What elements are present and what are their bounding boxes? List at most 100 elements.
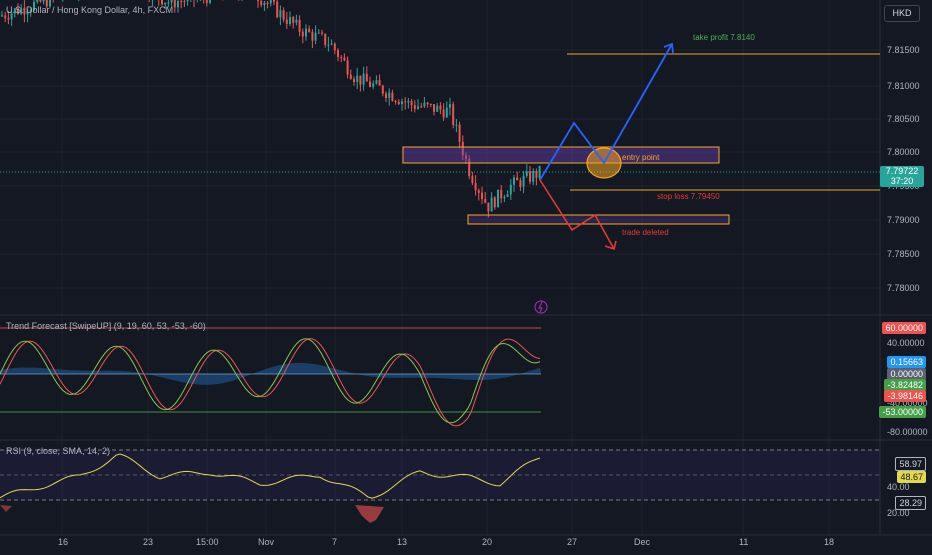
trend-panel-title[interactable]: Trend Forecast [SwipeUP] (9, 19, 60, 53,… (6, 321, 206, 331)
symbol-title[interactable]: U.S. Dollar / Hong Kong Dollar, 4h, FXCM (6, 5, 174, 15)
bearish-projection-arrow[interactable] (539, 179, 615, 250)
candle-body (298, 19, 301, 32)
candle-body (49, 0, 51, 7)
candle-body (436, 105, 439, 112)
candle-body (324, 33, 327, 45)
rsi-upper-tag: 58.97 (895, 457, 926, 471)
candle-body (388, 92, 391, 98)
time-tick: 11 (739, 537, 749, 547)
candle-body (209, 0, 211, 3)
candle-body (426, 102, 429, 104)
candle-body (439, 105, 442, 110)
candle-body (481, 192, 483, 199)
candle-body (29, 10, 32, 13)
candle-body (365, 73, 368, 82)
candle-body (177, 1, 179, 8)
candle-body (465, 155, 467, 159)
rsi-line (0, 453, 541, 499)
time-tick: 16 (58, 537, 69, 547)
candle-body (26, 12, 29, 15)
candle-body (477, 190, 480, 193)
candle-body (17, 8, 19, 14)
candle-body (167, 2, 170, 4)
trend-tick: -40.00000 (887, 398, 928, 408)
time-tick: Nov (258, 537, 275, 547)
candle-body (340, 56, 343, 58)
rsi-panel-title[interactable]: RSI (9, close, SMA, 14, 2) (6, 446, 111, 456)
candle-body (397, 101, 400, 105)
candle-body (378, 80, 381, 86)
support-zone[interactable] (467, 214, 730, 225)
candle-body (535, 171, 538, 178)
current-price-value: 7.79722 (885, 166, 919, 176)
candle-body (33, 1, 35, 11)
candle-body (461, 141, 464, 156)
price-tick: 7.78500 (887, 249, 920, 259)
current-price-tag[interactable]: 7.79722 37:20 (880, 166, 924, 187)
candle-body (407, 100, 410, 103)
candle-body (487, 202, 490, 212)
candle-body (458, 124, 461, 142)
time-tick: 15:00 (196, 537, 219, 547)
candle-body (538, 165, 541, 178)
trend-upper-tag: 60.00000 (882, 322, 926, 334)
candle-body (471, 176, 474, 184)
candle-body (42, 0, 45, 2)
candle-body (522, 175, 525, 187)
candle-body (282, 10, 285, 20)
candle-body (327, 44, 330, 46)
candle-body (301, 31, 304, 37)
trend-tick: -80.00000 (887, 427, 928, 437)
candle-body (186, 0, 189, 2)
entry-zone[interactable] (402, 146, 720, 164)
candle-body (205, 0, 208, 3)
candle-body (266, 2, 269, 4)
candle-body (39, 0, 42, 2)
candle-body (449, 104, 451, 108)
candlestick-series (1, 0, 541, 218)
candle-body (289, 17, 291, 24)
trend-zero-tag: 0.00000 (887, 368, 926, 380)
candle-body (4, 15, 7, 19)
trend-tick: 40.00000 (887, 338, 925, 348)
candle-body (170, 0, 173, 3)
candle-body (372, 83, 375, 87)
candle-body (442, 109, 445, 118)
price-tick: 7.81000 (887, 81, 920, 91)
lightning-icon[interactable] (534, 300, 548, 314)
candle-body (429, 103, 432, 105)
candle-body (183, 1, 186, 3)
trend-signal-tag: -3.98146 (884, 390, 926, 402)
stop-loss-label: stop loss 7.79450 (657, 192, 720, 201)
candle-body (356, 75, 359, 82)
candle-body (490, 197, 493, 212)
candle-body (164, 2, 167, 5)
rsi-lower-tag: 28.29 (895, 496, 926, 510)
take-profit-label: take profit 7.8140 (693, 33, 755, 42)
candle-body (513, 177, 515, 185)
candle-body (317, 32, 320, 34)
entry-point-label: entry point (622, 153, 660, 162)
bullish-projection-arrow[interactable] (539, 43, 673, 181)
candle-body (346, 60, 349, 75)
trend-lower-tag: -53.00000 (879, 406, 926, 418)
currency-button[interactable]: HKD (884, 5, 920, 22)
candle-body (45, 0, 48, 7)
candle-body (493, 197, 496, 208)
candle-body (305, 28, 307, 37)
candle-body (455, 124, 458, 126)
candle-body (500, 189, 503, 199)
candle-body (269, 0, 272, 4)
candle-body (321, 32, 323, 34)
candle-body (285, 19, 288, 24)
candle-body (295, 19, 298, 23)
candle-body (180, 1, 183, 3)
trend-area-tag: 0.15663 (887, 356, 926, 368)
candle-body (359, 75, 362, 85)
rsi-band (0, 450, 880, 500)
candle-body (13, 8, 16, 14)
candle-body (314, 32, 317, 41)
rsi-tick: 40.00 (887, 482, 910, 492)
price-tick: 7.80000 (887, 147, 920, 157)
